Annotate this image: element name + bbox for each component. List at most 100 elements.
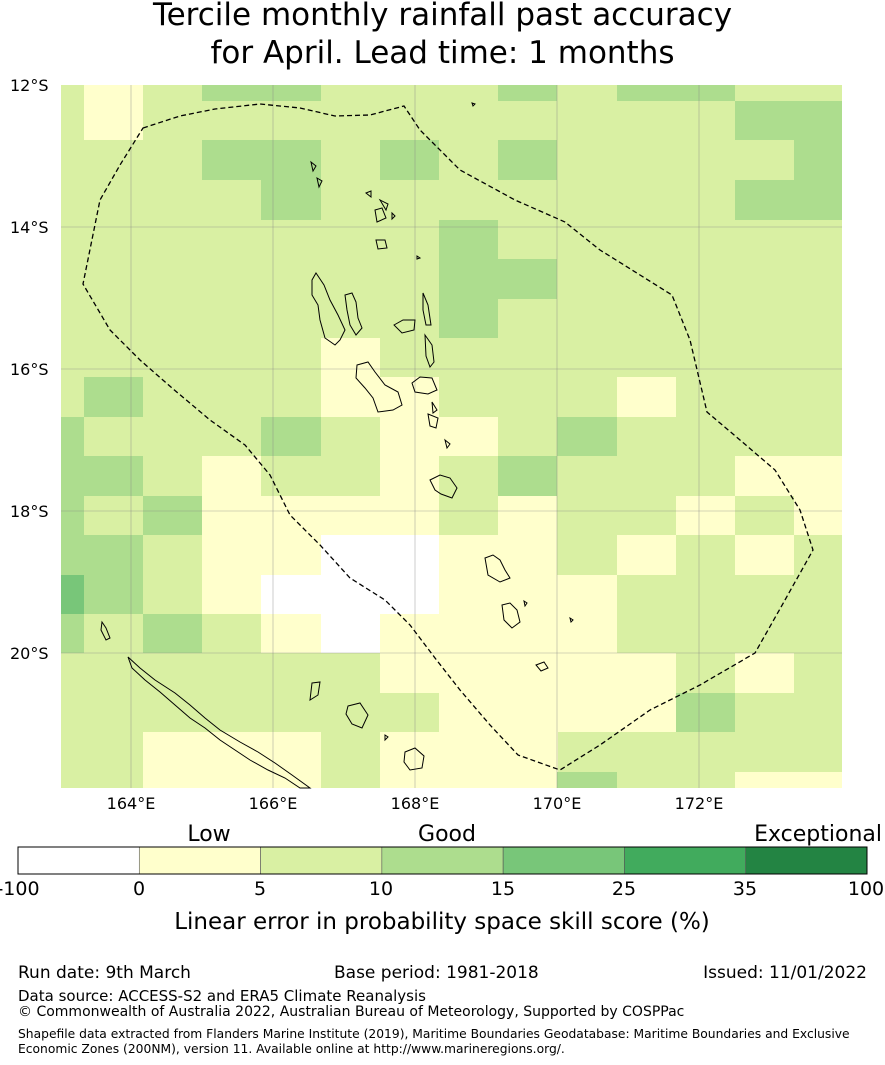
lon-label: 170°E [533, 794, 582, 810]
grid-cell [439, 535, 557, 575]
eez-boundary [82, 103, 814, 771]
grid-cell [261, 180, 321, 220]
island-ouvea [309, 681, 321, 701]
map-title-line2: for April. Lead time: 1 months [210, 35, 675, 71]
colorbar-ticks: -100 0 5 10 15 25 35 100 [0, 878, 884, 900]
cb-tick: 5 [254, 878, 266, 900]
grid-cell [61, 496, 84, 535]
grid-cell [439, 220, 498, 259]
grid-cell [676, 693, 735, 732]
low-skill-cells [84, 85, 842, 788]
island-small-1 [416, 255, 422, 260]
island-banks-3 [378, 198, 389, 212]
shapefile-credit-line2: Economic Zones (200NM), version 11. Avai… [18, 1042, 565, 1056]
island-lifou [345, 702, 369, 729]
grid-cell [380, 653, 676, 693]
grid-cell [380, 417, 498, 456]
island-belep [100, 620, 111, 641]
grid-cell [261, 614, 321, 653]
lon-label: 166°E [249, 794, 298, 810]
grid-cell [439, 693, 676, 732]
grid-cell [261, 417, 321, 456]
grid-cell [735, 101, 842, 140]
grid-cell [202, 85, 321, 101]
colorbar-segment [260, 846, 383, 875]
lat-label: 12°S [10, 76, 49, 95]
island-aneityum [535, 661, 549, 672]
category-low: Low [187, 822, 230, 847]
colorbar-outline [17, 846, 868, 875]
grid-cell [439, 259, 557, 299]
grid-cell [735, 180, 842, 220]
grid-cell [735, 456, 842, 496]
island-malekula [355, 361, 403, 413]
grid-cell [735, 653, 794, 693]
colorbar-segment [502, 846, 625, 875]
grid-cell [321, 535, 439, 575]
grid-cell [380, 140, 439, 180]
cb-tick: 15 [491, 878, 515, 900]
colorbar-segment [381, 846, 504, 875]
grid-cell [61, 535, 143, 575]
island-small-2 [471, 102, 476, 107]
run-date: Run date: 9th March [18, 963, 191, 983]
map-figure: 12°S 14°S 16°S 18°S 20°S 164°E 166°E 168… [10, 76, 842, 810]
grid-cell [61, 614, 84, 653]
island-maewo [422, 292, 432, 326]
grid-cell [557, 772, 617, 788]
island-banks-1 [310, 160, 317, 173]
grid-cell [321, 614, 380, 653]
cb-tick: 0 [133, 878, 145, 900]
grid-cell [557, 417, 617, 456]
no-skill-cells [261, 535, 439, 653]
colorbar-categories: Low Good Exceptional [187, 822, 882, 847]
lat-label: 20°S [10, 644, 49, 663]
grid-cell [498, 496, 557, 535]
island-mare [403, 747, 425, 771]
grid-cell [143, 614, 202, 653]
lon-label: 172°E [675, 794, 724, 810]
lon-label: 168°E [391, 794, 440, 810]
grid-cell [735, 535, 794, 575]
island-malo [344, 292, 363, 336]
data-source: Data source: ACCESS-S2 and ERA5 Climate … [18, 987, 426, 1005]
grid-cell [61, 575, 84, 614]
lon-label: 164°E [107, 794, 156, 810]
grid-cell [143, 496, 202, 535]
latitude-labels: 12°S 14°S 16°S 18°S 20°S [10, 76, 49, 663]
grid-cell [439, 575, 617, 614]
island-banks-2 [316, 176, 323, 189]
island-pentecost [424, 333, 435, 369]
grid-cell [617, 535, 676, 575]
cb-tick: 100 [848, 878, 884, 900]
grid-cell [794, 496, 842, 535]
grid-cell [84, 575, 143, 614]
island-banks-4 [374, 207, 387, 223]
colorbar-segment [624, 846, 747, 875]
colorbar: Low Good Exceptional -100 0 5 10 15 25 3… [0, 822, 884, 935]
grid-cell [498, 85, 557, 101]
grid-cell [261, 535, 321, 575]
cb-tick: -100 [0, 878, 40, 900]
island-erromango [484, 554, 511, 583]
island-espiritu-santo [311, 272, 346, 346]
colorbar-segment [17, 846, 140, 875]
lat-label: 14°S [10, 218, 49, 237]
grid-cell [202, 140, 321, 180]
grid-cell [84, 85, 143, 140]
longitude-labels: 164°E 166°E 168°E 170°E 172°E [107, 794, 724, 810]
grid-cell [617, 377, 676, 417]
cb-tick: 35 [733, 878, 757, 900]
grid-cell [380, 732, 558, 788]
island-torres [365, 190, 372, 199]
grid-cell [439, 299, 498, 338]
island-efate [429, 474, 458, 499]
grid-cell [617, 85, 735, 101]
grid-cell [61, 456, 143, 496]
colorbar-segment [745, 846, 868, 875]
island-aniwa [523, 599, 528, 608]
grid-cell [498, 140, 557, 180]
island-ambrym [411, 376, 438, 395]
map-gridlines [61, 85, 842, 788]
copyright: © Commonwealth of Australia 2022, Austra… [18, 1004, 685, 1020]
